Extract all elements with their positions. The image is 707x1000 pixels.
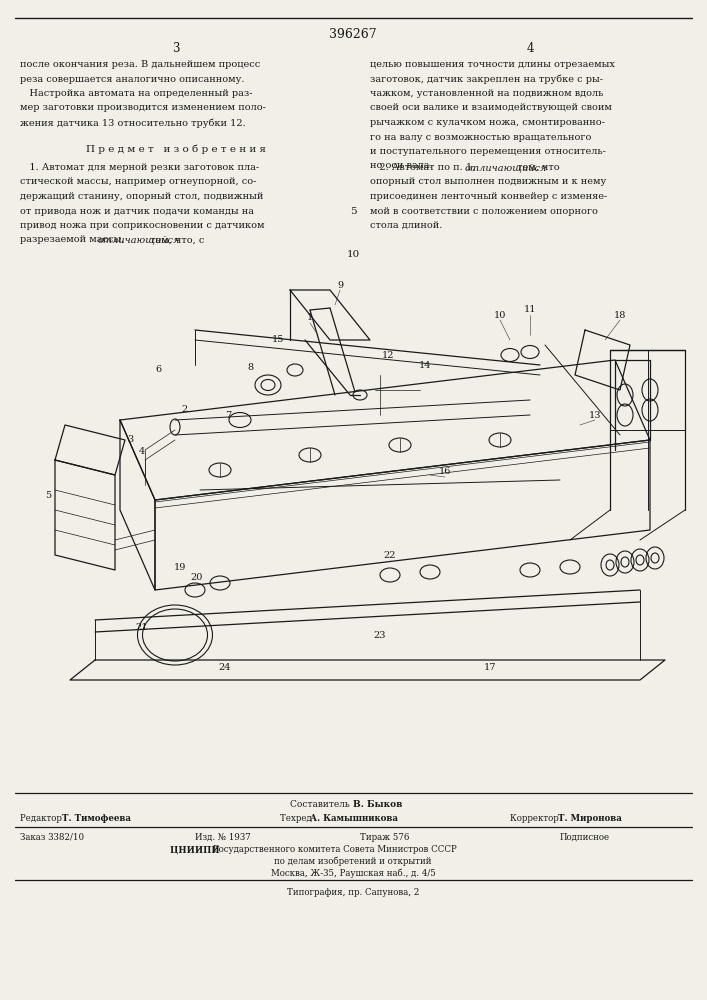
Text: 2: 2 (182, 406, 188, 414)
Text: стической массы, например огнеупорной, со-: стической массы, например огнеупорной, с… (20, 178, 257, 186)
Text: Типография, пр. Сапунова, 2: Типография, пр. Сапунова, 2 (287, 888, 419, 897)
Text: Настройка автомата на определенный раз-: Настройка автомата на определенный раз- (20, 89, 252, 98)
Text: Редактор: Редактор (20, 814, 64, 823)
Text: 1: 1 (307, 314, 313, 322)
Text: Государственного комитета Совета Министров СССР: Государственного комитета Совета Министр… (213, 845, 457, 854)
Text: 3: 3 (173, 42, 180, 55)
Text: тем, что: тем, что (513, 163, 559, 172)
Text: 15: 15 (271, 336, 284, 344)
Text: разрезаемой массы,: разрезаемой массы, (20, 235, 127, 244)
Text: мой в соответствии с положением опорного: мой в соответствии с положением опорного (370, 207, 598, 216)
Text: 19: 19 (174, 564, 186, 572)
Text: 21: 21 (136, 624, 148, 633)
Text: жения датчика 13 относительно трубки 12.: жения датчика 13 относительно трубки 12. (20, 118, 246, 127)
Text: держащий станину, опорный стол, подвижный: держащий станину, опорный стол, подвижны… (20, 192, 264, 201)
Text: 4: 4 (526, 42, 534, 55)
Text: 3: 3 (127, 436, 133, 444)
Text: чажком, установленной на подвижном вдоль: чажком, установленной на подвижном вдоль (370, 89, 603, 98)
Text: заготовок, датчик закреплен на трубке с ры-: заготовок, датчик закреплен на трубке с … (370, 75, 603, 84)
Text: Т. Тимофеева: Т. Тимофеева (62, 814, 131, 823)
Text: Подписное: Подписное (560, 833, 610, 842)
Text: 18: 18 (614, 310, 626, 320)
Text: мер заготовки производится изменением поло-: мер заготовки производится изменением по… (20, 104, 266, 112)
Text: Тираж 576: Тираж 576 (360, 833, 409, 842)
Text: А. Камышникова: А. Камышникова (310, 814, 398, 823)
Text: Москва, Ж-35, Раушская наб., д. 4/5: Москва, Ж-35, Раушская наб., д. 4/5 (271, 869, 436, 879)
Text: целью повышения точности длины отрезаемых: целью повышения точности длины отрезаемы… (370, 60, 615, 69)
Text: Т. Миронова: Т. Миронова (558, 814, 622, 823)
Text: Изд. № 1937: Изд. № 1937 (195, 833, 251, 842)
Text: 1. Автомат для мерной резки заготовок пла-: 1. Автомат для мерной резки заготовок пл… (20, 163, 259, 172)
Text: Заказ 3382/10: Заказ 3382/10 (20, 833, 84, 842)
Text: 8: 8 (247, 362, 253, 371)
Text: го на валу с возможностью вращательного: го на валу с возможностью вращательного (370, 132, 591, 141)
Text: 6: 6 (155, 365, 161, 374)
Text: присоединен ленточный конвейер с изменяе-: присоединен ленточный конвейер с изменяе… (370, 192, 607, 201)
Text: 17: 17 (484, 664, 496, 672)
Text: 12: 12 (382, 351, 395, 360)
Text: отличающийся: отличающийся (98, 235, 180, 244)
Text: своей оси валике и взаимодействующей своим: своей оси валике и взаимодействующей сво… (370, 104, 612, 112)
Text: от привода нож и датчик подачи команды на: от привода нож и датчик подачи команды н… (20, 207, 254, 216)
Text: 14: 14 (419, 360, 431, 369)
Text: 10: 10 (346, 250, 360, 259)
Text: 16: 16 (439, 468, 451, 477)
Text: 4: 4 (139, 448, 145, 456)
Text: после окончания реза. В дальнейшем процесс: после окончания реза. В дальнейшем проце… (20, 60, 260, 69)
Text: 20: 20 (191, 574, 203, 582)
Text: рычажком с кулачком ножа, смонтированно-: рычажком с кулачком ножа, смонтированно- (370, 118, 605, 127)
Text: ЦНИИПИ: ЦНИИПИ (170, 845, 223, 854)
Text: 9: 9 (337, 280, 343, 290)
Text: 396267: 396267 (329, 28, 377, 41)
Text: отличающийся: отличающийся (464, 163, 547, 172)
Text: 11: 11 (524, 306, 536, 314)
Text: 2. Автомат по п. 1,: 2. Автомат по п. 1, (370, 163, 479, 172)
Text: опорный стол выполнен подвижным и к нему: опорный стол выполнен подвижным и к нему (370, 178, 606, 186)
Text: привод ножа при соприкосновении с датчиком: привод ножа при соприкосновении с датчик… (20, 221, 264, 230)
Text: стола длиной.: стола длиной. (370, 221, 443, 230)
Text: 13: 13 (589, 410, 601, 420)
Text: 24: 24 (218, 664, 231, 672)
Text: 23: 23 (374, 631, 386, 640)
Text: В. Быков: В. Быков (353, 800, 402, 809)
Text: 22: 22 (384, 550, 396, 560)
Text: реза совершается аналогично описанному.: реза совершается аналогично описанному. (20, 75, 245, 84)
Text: по делам изобретений и открытий: по делам изобретений и открытий (274, 857, 432, 866)
Text: 10: 10 (493, 310, 506, 320)
Text: тем, что, с: тем, что, с (147, 235, 204, 244)
Text: но оси вала.: но оси вала. (370, 161, 433, 170)
Text: П р е д м е т   и з о б р е т е н и я: П р е д м е т и з о б р е т е н и я (86, 145, 266, 154)
Text: 7: 7 (225, 410, 231, 420)
Text: 5: 5 (350, 207, 356, 216)
Text: Техред: Техред (280, 814, 315, 823)
Text: и поступательного перемещения относитель-: и поступательного перемещения относитель… (370, 147, 606, 156)
Text: Составитель: Составитель (291, 800, 353, 809)
Text: 5: 5 (45, 490, 51, 499)
Text: Корректор: Корректор (510, 814, 561, 823)
